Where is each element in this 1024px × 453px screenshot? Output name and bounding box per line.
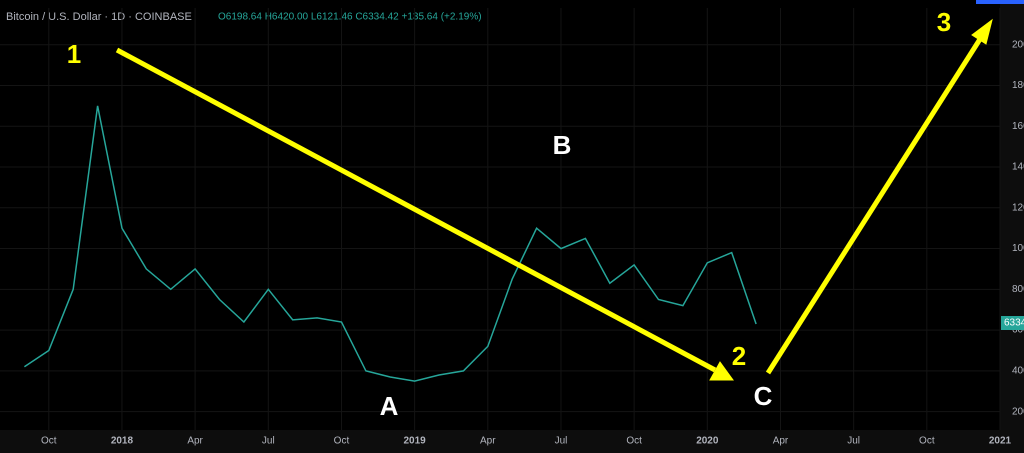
y-tick-label: 20000 (1012, 39, 1024, 50)
x-tick-label: 2018 (111, 436, 134, 447)
y-tick-label: 2000 (1012, 406, 1024, 417)
y-tick-label: 18000 (1012, 80, 1024, 91)
y-tick-label: 6000 (1012, 325, 1024, 336)
y-tick-label: 12000 (1012, 202, 1024, 213)
x-tick-label: 2020 (696, 436, 719, 447)
y-tick-label: 4000 (1012, 366, 1024, 377)
x-tick-label: Apr (773, 436, 789, 447)
arrow-line (765, 34, 985, 375)
y-tick-label: 14000 (1012, 162, 1024, 173)
price-line (23, 105, 757, 382)
chart-title: Bitcoin / U.S. Dollar · 1D · COINBASE (6, 11, 192, 23)
x-tick-label: Apr (187, 436, 203, 447)
chart-subtitle: O6198.64 H6420.00 L6121.46 C6334.42 +135… (218, 12, 482, 23)
arrow-head (971, 18, 993, 45)
arrow-head (709, 361, 734, 381)
x-tick-label: Oct (626, 436, 642, 447)
x-tick-label: Jul (847, 436, 860, 447)
y-tick-label: 8000 (1012, 284, 1024, 295)
annotation: A (380, 391, 399, 421)
annotation: 1 (67, 39, 81, 69)
price-tag-label: 6334.42 (1004, 318, 1024, 329)
annotation: B (553, 130, 572, 160)
x-tick-label: Apr (480, 436, 496, 447)
x-tick-label: 2019 (404, 436, 427, 447)
annotation: 3 (937, 7, 951, 37)
x-tick-label: 2021 (989, 436, 1012, 447)
x-tick-label: Oct (334, 436, 350, 447)
y-tick-label: 10000 (1012, 243, 1024, 254)
annotation: C (754, 381, 773, 411)
x-tick-label: Oct (41, 436, 57, 447)
arrow-line (115, 47, 717, 373)
x-axis-panel (0, 430, 1000, 453)
arrows (115, 18, 993, 381)
annotation: 2 (732, 341, 746, 371)
x-tick-label: Jul (555, 436, 568, 447)
x-tick-label: Jul (262, 436, 275, 447)
toolbar-indicator (976, 0, 1024, 4)
price-tag (1001, 316, 1024, 330)
y-axis-panel (1000, 0, 1024, 453)
x-tick-label: Oct (919, 436, 935, 447)
y-tick-label: 16000 (1012, 121, 1024, 132)
